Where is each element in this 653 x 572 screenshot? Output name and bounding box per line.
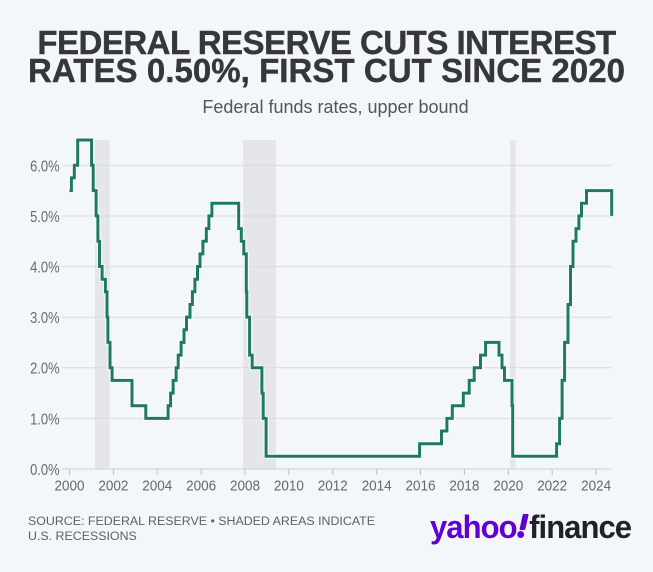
svg-text:5.0%: 5.0% bbox=[30, 209, 60, 226]
svg-text:2022: 2022 bbox=[537, 478, 567, 495]
svg-text:0.0%: 0.0% bbox=[30, 462, 60, 479]
svg-text:2006: 2006 bbox=[186, 478, 216, 495]
svg-text:2004: 2004 bbox=[142, 478, 172, 495]
svg-text:2020: 2020 bbox=[493, 478, 523, 495]
svg-text:2012: 2012 bbox=[318, 478, 348, 495]
svg-text:2000: 2000 bbox=[55, 478, 85, 495]
svg-text:2.0%: 2.0% bbox=[30, 361, 60, 378]
svg-text:2024: 2024 bbox=[581, 478, 611, 495]
svg-text:2016: 2016 bbox=[406, 478, 436, 495]
svg-text:2008: 2008 bbox=[230, 478, 260, 495]
svg-text:4.0%: 4.0% bbox=[30, 260, 60, 277]
svg-text:2014: 2014 bbox=[362, 478, 392, 495]
svg-text:6.0%: 6.0% bbox=[30, 158, 60, 175]
svg-text:3.0%: 3.0% bbox=[30, 310, 60, 327]
svg-text:2002: 2002 bbox=[98, 478, 128, 495]
svg-text:1.0%: 1.0% bbox=[30, 411, 60, 428]
svg-text:2018: 2018 bbox=[449, 478, 479, 495]
svg-text:2010: 2010 bbox=[274, 478, 304, 495]
